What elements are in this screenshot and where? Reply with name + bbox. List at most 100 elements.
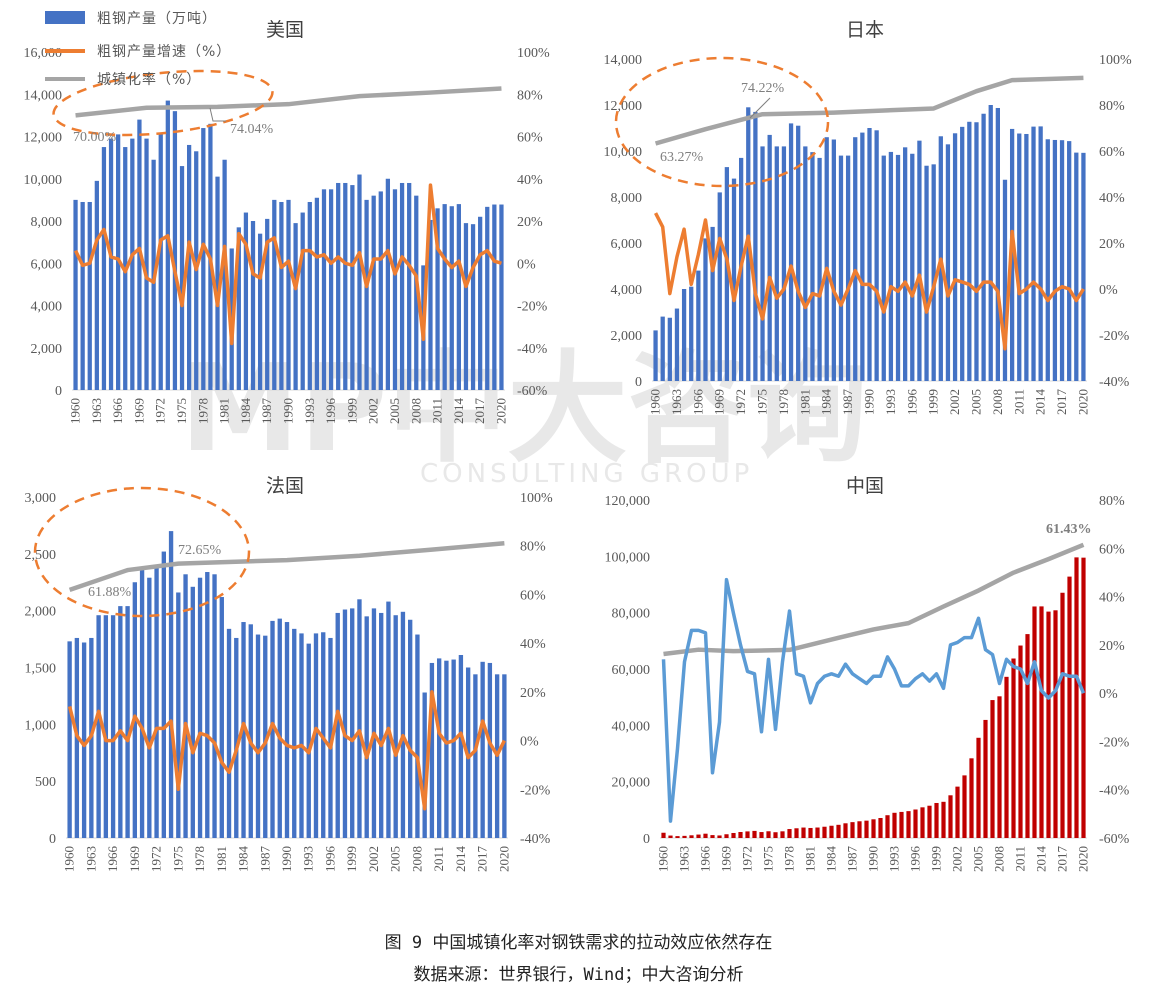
bar-1995 [903, 147, 908, 381]
year-tick-label: 1999 [344, 846, 359, 872]
year-tick-label: 1984 [236, 846, 251, 873]
bar-1960 [661, 832, 666, 838]
bar-2019 [492, 204, 497, 390]
year-tick-label: 2020 [1075, 389, 1090, 415]
right-tick-label: -60% [1099, 832, 1130, 847]
year-tick-label: 1996 [322, 846, 337, 873]
bar-2002 [955, 786, 960, 838]
bar-1984 [243, 212, 249, 390]
year-tick-label: 2014 [451, 398, 466, 425]
right-tick-label: -20% [1099, 735, 1130, 750]
bar-1966 [703, 833, 708, 838]
bar-2011 [436, 658, 442, 838]
bar-2005 [974, 122, 979, 381]
year-tick-label: 1993 [301, 846, 316, 872]
bar-1995 [906, 811, 911, 838]
bar-1981 [803, 146, 808, 381]
year-tick-label: 1972 [149, 846, 164, 872]
annotation-label: 61.43% [1046, 522, 1092, 537]
bar-2008 [414, 195, 419, 390]
bar-1973 [161, 551, 166, 838]
bar-1981 [219, 597, 224, 838]
right-tick-label: 40% [1099, 591, 1125, 606]
year-tick-label: 2014 [453, 846, 468, 873]
bar-2004 [969, 758, 974, 838]
bar-1968 [125, 606, 130, 838]
bar-1985 [836, 824, 841, 838]
legend-label-growth: 粗钢产量增速（%） [97, 44, 231, 60]
year-tick-label: 1969 [719, 846, 734, 872]
bar-1988 [853, 137, 858, 381]
right-tick-label: 0% [1099, 687, 1118, 702]
bar-1975 [766, 831, 771, 838]
bar-1998 [342, 609, 348, 838]
bar-2020 [1081, 152, 1086, 381]
year-tick-label: 2002 [366, 846, 381, 872]
left-tick-label: 60,000 [612, 663, 651, 678]
bar-2017 [1059, 140, 1065, 381]
bar-1964 [681, 289, 687, 381]
year-tick-label: 1987 [257, 846, 272, 873]
year-tick-label: 1987 [840, 389, 855, 416]
year-tick-label: 1960 [656, 846, 671, 872]
year-tick-label: 1990 [866, 846, 881, 872]
bar-1974 [753, 111, 758, 382]
growth-line [67, 690, 506, 811]
year-tick-label: 1993 [883, 389, 898, 415]
right-tick-label: 20% [1099, 237, 1125, 252]
bar-2006 [983, 719, 988, 838]
annotation-label: 70.00% [73, 130, 117, 145]
bar-1962 [675, 836, 680, 838]
bar-1987 [845, 155, 851, 381]
legend-label-bar: 粗钢产量（万吨） [97, 11, 217, 27]
bar-1992 [885, 815, 890, 838]
year-tick-label: 1981 [797, 389, 812, 415]
bar-1972 [158, 134, 163, 390]
left-tick-label: 12,000 [604, 99, 643, 114]
bar-1983 [822, 826, 827, 838]
year-tick-label: 1981 [803, 846, 818, 872]
year-tick-label: 1993 [302, 398, 317, 424]
bar-1983 [236, 227, 241, 390]
bar-2012 [1025, 634, 1030, 838]
year-tick-label: 2008 [408, 398, 423, 424]
right-tick-label: 0% [520, 735, 539, 750]
panel-title: 法国 [266, 475, 304, 497]
left-tick-label: 10,000 [604, 145, 643, 160]
panel-fr: 法国 0 500 1,000 1,500 2,000 2,500 3,000 -40% -20% 0… [25, 475, 554, 872]
year-tick-label: 1963 [677, 846, 692, 872]
bar-2012 [442, 204, 447, 390]
bar-1990 [284, 622, 290, 838]
bar-1999 [931, 164, 936, 381]
bar-1991 [878, 818, 883, 838]
year-tick-label: 2008 [990, 389, 1005, 415]
bar-1982 [810, 152, 815, 381]
year-tick-label: 2017 [472, 398, 487, 425]
left-tick-label: 2,000 [25, 605, 57, 620]
bar-2002 [952, 133, 958, 381]
bar-2019 [1074, 557, 1079, 838]
bar-1975 [176, 592, 181, 838]
bar-1985 [248, 624, 253, 838]
right-tick-label: -20% [520, 783, 551, 798]
bar-1984 [829, 825, 834, 838]
growth-line [654, 212, 1085, 351]
bar-2016 [473, 674, 478, 838]
year-tick-label: 2017 [1055, 846, 1070, 873]
year-tick-label: 2011 [1013, 846, 1028, 872]
bar-1992 [299, 633, 304, 838]
bar-1993 [307, 201, 312, 390]
annotation-label: 74.22% [741, 81, 785, 96]
bar-1965 [103, 615, 109, 838]
year-tick-label: 1969 [127, 846, 142, 872]
right-tick-label: -40% [1099, 375, 1130, 390]
year-tick-label: 1987 [845, 846, 860, 873]
panel-us: 美国 0 2,000 4,000 6,000 8,000 10,000 12,000 14,00… [24, 19, 551, 424]
year-tick-label: 1984 [238, 398, 253, 425]
year-tick-label: 1978 [782, 846, 797, 872]
bar-2016 [1053, 610, 1058, 838]
bar-1973 [165, 100, 170, 391]
bar-1978 [781, 146, 787, 381]
year-tick-label: 1963 [669, 389, 684, 415]
panel-title: 美国 [266, 19, 304, 41]
